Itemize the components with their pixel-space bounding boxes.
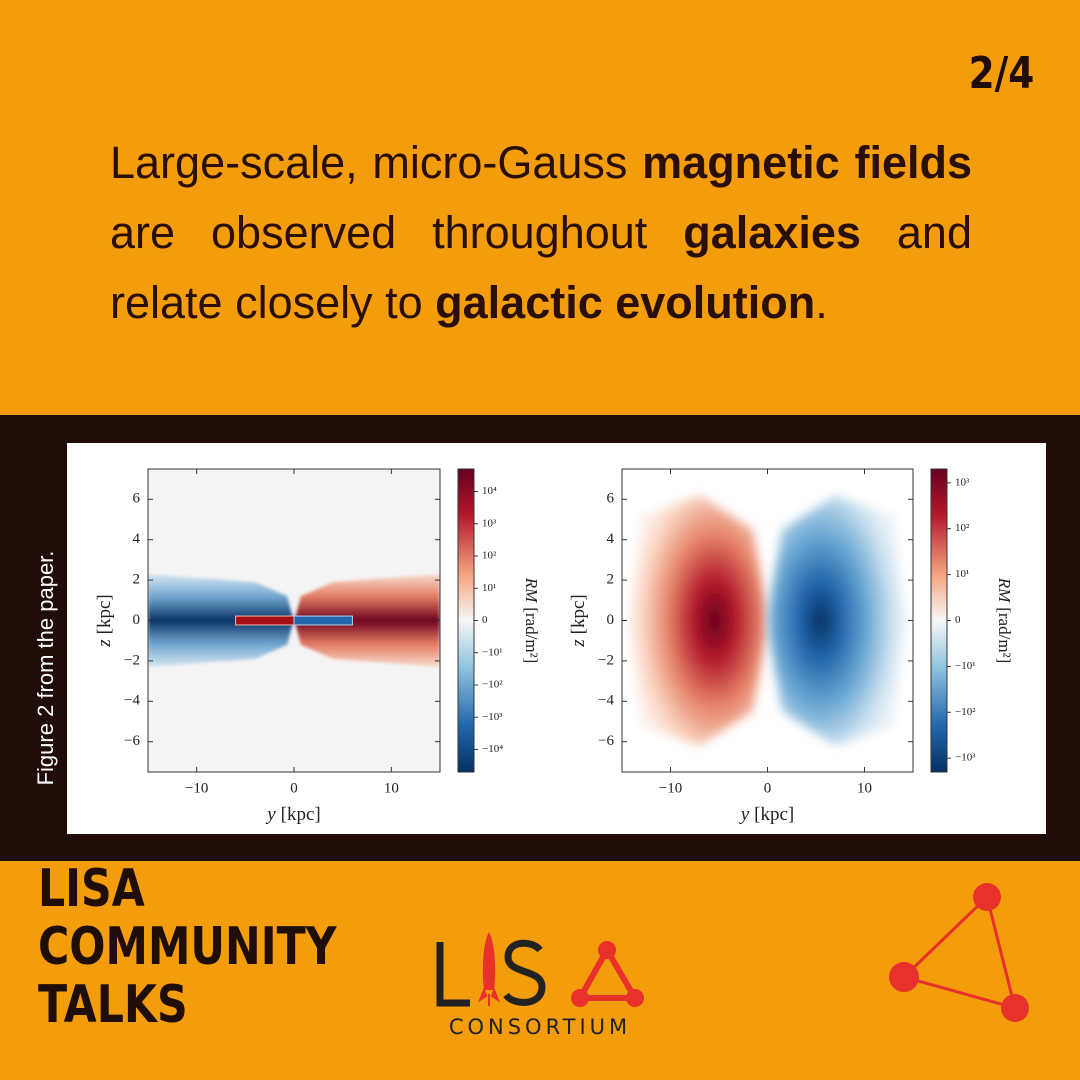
bold-text: galaxies <box>683 207 861 258</box>
axis-unit: [rad/m²] <box>522 607 541 663</box>
heatmap-lobe <box>768 495 906 746</box>
text: and relate closely to <box>110 207 972 328</box>
footer-line: COMMUNITY <box>38 917 337 977</box>
figure-caption: Figure 2 from the paper. <box>33 551 58 786</box>
colorbar-tick-label: 10² <box>955 522 970 534</box>
bold-text: galactic evolution <box>435 277 816 328</box>
y-tick-label: 6 <box>133 491 141 507</box>
heatmap-lobe <box>294 574 440 667</box>
y-tick-label: −2 <box>124 652 140 668</box>
axis-variable: z <box>568 639 589 648</box>
colorbar-tick-label: 10¹ <box>955 568 969 580</box>
text: are observed throughout <box>110 207 684 258</box>
axis-unit: [kpc] <box>754 804 794 825</box>
y-tick-label: 2 <box>607 572 615 588</box>
x-axis-label: y [kpc] <box>739 804 795 825</box>
colorbar-tick-label: −10¹ <box>482 646 503 658</box>
x-tick-label: 0 <box>290 780 298 796</box>
heatmap-bar <box>235 615 295 626</box>
colorbar-tick-label: 10² <box>482 550 497 562</box>
y-tick-label: 4 <box>607 531 615 547</box>
colorbar-tick-label: −10⁴ <box>482 743 503 755</box>
page-number: 2/4 <box>968 48 1034 99</box>
colorbar-tick-label: 10³ <box>482 517 497 529</box>
x-tick-label: −10 <box>185 780 208 796</box>
footer-title: LISA COMMUNITY TALKS <box>38 860 337 1034</box>
lisa-logo <box>436 932 644 1007</box>
y-tick-label: 0 <box>133 612 141 628</box>
y-tick-label: −4 <box>124 693 140 709</box>
text: Large-scale, micro-Gauss <box>110 137 643 188</box>
heatmap <box>148 469 440 772</box>
y-tick-label: 6 <box>607 491 615 507</box>
axis-unit: [kpc] <box>568 594 589 634</box>
heatmap <box>622 469 913 772</box>
colorbar-tick-label: −10¹ <box>955 660 976 672</box>
x-tick-label: −10 <box>659 780 682 796</box>
axis-variable: RM <box>522 577 541 603</box>
axis-unit: [kpc] <box>94 594 115 634</box>
y-tick-label: −6 <box>124 733 140 749</box>
x-tick-label: 10 <box>857 780 872 796</box>
colorbar-tick-label: −10² <box>955 706 976 718</box>
y-tick-label: −4 <box>598 693 614 709</box>
x-tick-label: 0 <box>764 780 772 796</box>
axis-variable: z <box>94 639 115 648</box>
x-tick-label: 10 <box>384 780 399 796</box>
x-axis-label: y [kpc] <box>265 804 321 825</box>
y-tick-label: 2 <box>133 572 141 588</box>
colorbar-tick-label: 0 <box>955 614 961 626</box>
axis-unit: [rad/m²] <box>995 607 1014 663</box>
y-tick-label: 0 <box>607 612 615 628</box>
heatmap-lobe <box>629 495 767 746</box>
colorbar-tick-label: 10¹ <box>482 582 496 594</box>
colorbar-tick-label: −10² <box>482 679 503 691</box>
triangle-icon <box>889 883 1029 1022</box>
axis-variable: RM <box>995 577 1014 603</box>
colorbar-tick-label: 0 <box>482 614 488 626</box>
colorbar-tick-label: 10³ <box>955 476 970 488</box>
y-axis-label: z [kpc] <box>94 594 115 648</box>
axis-variable: y <box>265 804 276 825</box>
colorbar-tick-label: −10³ <box>482 711 503 723</box>
colorbar-label: RM [rad/m²] <box>995 577 1014 664</box>
footer-line: TALKS <box>38 975 188 1035</box>
colorbar <box>457 468 475 773</box>
axis-unit: [kpc] <box>281 804 321 825</box>
y-axis-label: z [kpc] <box>568 594 589 648</box>
y-tick-label: 4 <box>133 531 141 547</box>
heatmap-bar <box>293 615 353 626</box>
footer-line: LISA <box>38 859 145 919</box>
logo-subtitle: CONSORTIUM <box>449 1015 631 1039</box>
colorbar <box>930 468 948 773</box>
axis-variable: y <box>739 804 750 825</box>
paragraph: Large-scale, micro-Gauss magnetic fields… <box>110 128 972 338</box>
colorbar-tick-label: 10⁴ <box>482 485 497 497</box>
y-tick-label: −2 <box>598 652 614 668</box>
colorbar-tick-label: −10³ <box>955 752 976 764</box>
text: . <box>815 277 828 328</box>
y-tick-label: −6 <box>598 733 614 749</box>
colorbar-label: RM [rad/m²] <box>522 577 541 664</box>
heatmap-lobe <box>148 574 294 667</box>
bold-text: magnetic fields <box>642 137 972 188</box>
